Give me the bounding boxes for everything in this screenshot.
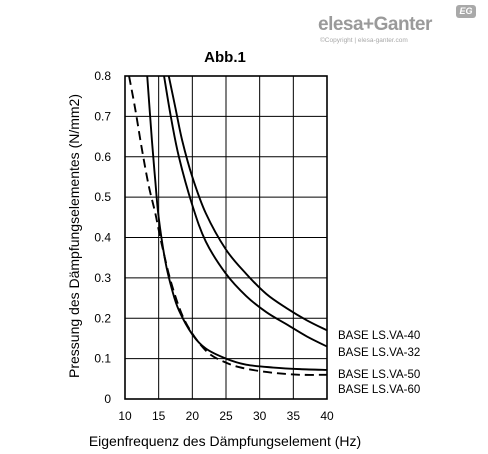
x-axis-label: Eigenfrequenz des Dämpfungselement (Hz) [89, 433, 361, 449]
brand-name: elesa+Ganter [318, 14, 432, 35]
y-tick-label-5: 0.5 [94, 190, 111, 204]
brand-copyright: ©Copyright | elesa-ganter.com [320, 37, 408, 44]
series-line-3 [128, 76, 327, 376]
y-tick-label-3: 0.3 [94, 271, 111, 285]
chart-title: Abb.1 [204, 49, 246, 66]
y-tick-labels: 0 0.1 0.2 0.3 0.4 0.5 0.6 0.7 0.8 [94, 69, 111, 406]
series-line-2 [146, 76, 327, 371]
brand-badge: EG [456, 5, 476, 18]
x-tick-label-5: 35 [287, 409, 301, 423]
y-tick-label-4: 0.4 [94, 231, 111, 245]
y-axis-label: Pressung des Dämpfungselementes (N/mm2) [66, 94, 82, 378]
legend-label-2: BASE LS.VA-50 [338, 369, 420, 381]
x-tick-label-2: 20 [186, 409, 200, 423]
y-tick-label-1: 0.1 [94, 352, 111, 366]
x-tick-label-3: 25 [219, 409, 233, 423]
legend-label-3: BASE LS.VA-60 [338, 384, 420, 396]
curves [128, 76, 327, 376]
y-tick-label-8: 0.8 [94, 69, 111, 83]
x-tick-label-4: 30 [253, 409, 267, 423]
x-tick-label-0: 10 [118, 409, 132, 423]
x-tick-label-6: 40 [320, 409, 334, 423]
y-tick-label-2: 0.2 [94, 311, 111, 325]
grid [124, 75, 328, 400]
x-tick-labels: 10 15 20 25 30 35 40 [118, 409, 334, 423]
y-tick-label-6: 0.6 [94, 150, 111, 164]
y-tick-label-7: 0.7 [94, 109, 111, 123]
brand-logo: elesa+Ganter ©Copyright | elesa-ganter.c… [318, 5, 478, 50]
plot-frame [124, 75, 328, 400]
series-line-1 [163, 76, 327, 348]
y-tick-label-0: 0 [104, 392, 111, 406]
legend-label-0: BASE LS.VA-40 [338, 330, 420, 342]
series-line-0 [167, 76, 327, 332]
legend: BASE LS.VA-40 BASE LS.VA-32 BASE LS.VA-50 B… [338, 330, 420, 396]
legend-label-1: BASE LS.VA-32 [338, 347, 420, 359]
x-tick-label-1: 15 [152, 409, 166, 423]
